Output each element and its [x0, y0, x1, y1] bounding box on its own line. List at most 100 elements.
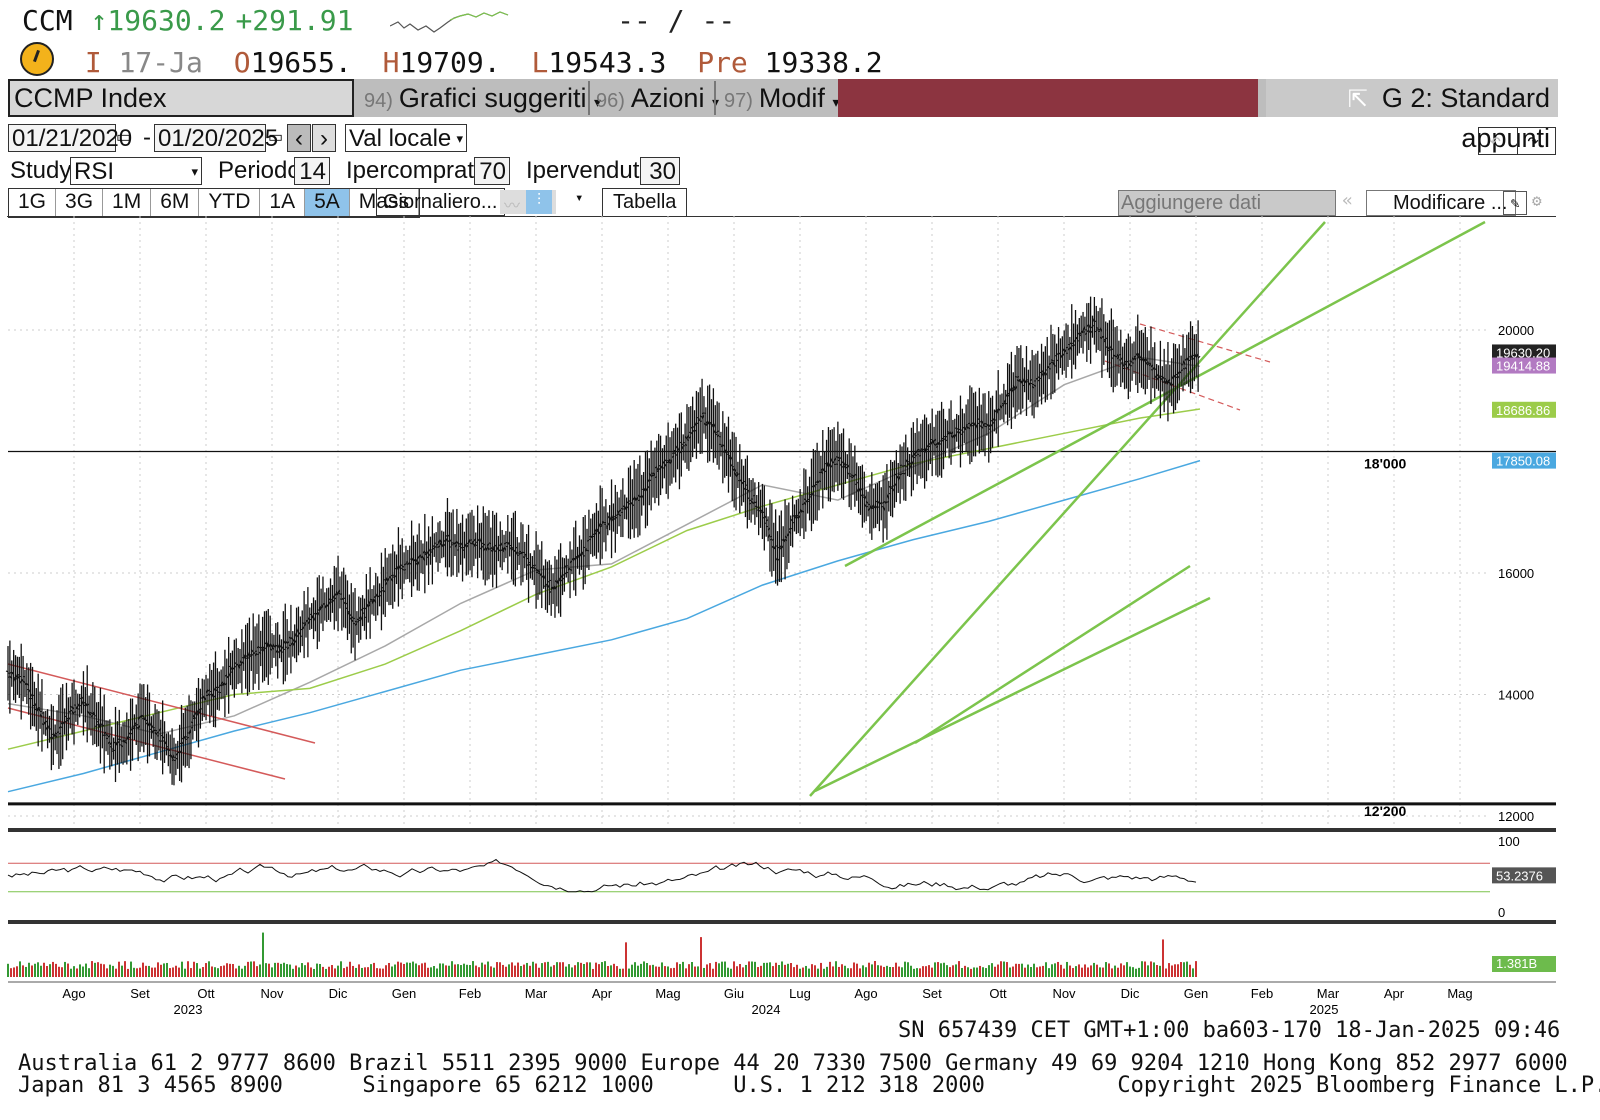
- currency-select[interactable]: Val locale ▾: [345, 124, 467, 152]
- price-bar-open: [860, 494, 863, 497]
- chevron-down-icon[interactable]: ▾: [575, 190, 584, 206]
- price-bar-open: [1050, 361, 1054, 364]
- edit-menu[interactable]: 97) Modif ▾: [724, 83, 840, 113]
- price-bar-open: [663, 462, 667, 468]
- price-bar-open: [628, 500, 631, 502]
- price-bar-open: [286, 640, 290, 645]
- ma-200-line: [7, 459, 1201, 793]
- line-chart-icon[interactable]: 〰: [504, 196, 521, 215]
- annotate-icon[interactable]: ✎: [1503, 191, 1527, 215]
- price-bar-open: [698, 418, 701, 420]
- price-bar-open: [79, 697, 82, 700]
- period-5a[interactable]: 5A: [305, 189, 350, 217]
- overbought-input[interactable]: 70: [474, 157, 510, 185]
- price-bar-open: [667, 458, 671, 463]
- price-bar-open: [1065, 346, 1069, 349]
- price-bar-open: [271, 643, 275, 649]
- price-tag-text: 19630.20: [1496, 345, 1550, 360]
- end-date-input[interactable]: 01/20/2025: [154, 124, 278, 152]
- price-bar-open: [616, 509, 620, 514]
- price-bar-open: [345, 607, 348, 610]
- bid-ask: -- / --: [617, 4, 736, 37]
- price-chart[interactable]: 18'000 12'200 20000 16000 14000 12000 19630.…: [0, 216, 1600, 1016]
- price-bar-open: [630, 502, 633, 505]
- period-6m[interactable]: 6M: [151, 189, 200, 217]
- study-select[interactable]: RSI ▾: [70, 157, 202, 185]
- price-bar-open: [463, 543, 467, 548]
- collapse-icon[interactable]: «: [1342, 190, 1353, 211]
- price-bar-open: [143, 718, 147, 721]
- price-bar-open: [567, 567, 571, 571]
- price-bar-open: [205, 689, 209, 694]
- price-bar-open: [116, 738, 120, 741]
- period-3g[interactable]: 3G: [56, 189, 104, 217]
- price-bar-open: [850, 474, 854, 477]
- overbought-label: Ipercomprato: [346, 157, 488, 184]
- price-bar-open: [652, 474, 656, 477]
- price-bar-open: [503, 542, 507, 545]
- price-bar-open: [516, 554, 520, 557]
- undo-icon[interactable]: ↶: [1489, 128, 1502, 152]
- price-bar-open: [903, 464, 907, 467]
- gauge-icon[interactable]: [20, 42, 54, 76]
- prev-range-button[interactable]: ‹: [287, 124, 311, 152]
- security-field[interactable]: CCMP Index: [8, 79, 354, 117]
- frequency-select[interactable]: Giornaliero...: [376, 188, 505, 216]
- start-date-input[interactable]: 01/21/2020: [8, 124, 132, 152]
- price-bar-open: [993, 409, 997, 413]
- price-bar-open: [748, 502, 752, 505]
- oversold-input[interactable]: 30: [640, 157, 680, 185]
- price-bar-open: [1003, 399, 1007, 404]
- price-bar-open: [1137, 354, 1141, 360]
- price-bar-open: [986, 424, 989, 426]
- export-icon[interactable]: ⇱: [1347, 86, 1368, 113]
- gear-icon[interactable]: ⚙: [1532, 191, 1542, 210]
- price-bar-open: [1103, 338, 1107, 341]
- price-bar-open: [945, 435, 948, 438]
- calendar-icon[interactable]: ▭: [268, 129, 284, 146]
- price-bar-open: [147, 723, 150, 726]
- calendar-icon[interactable]: ▭: [116, 129, 132, 146]
- channel-line: [814, 596, 1211, 793]
- price-bar-open: [279, 648, 282, 653]
- price-bar-open: [771, 545, 775, 549]
- price-bar-open: [207, 692, 211, 697]
- price-bar-open: [1099, 336, 1103, 340]
- price-bar-open: [65, 718, 69, 723]
- price-bar-open: [514, 550, 518, 556]
- x-month-label: Ott: [197, 986, 215, 1001]
- price-bar-open: [150, 729, 154, 734]
- divider: [588, 81, 590, 115]
- price-bar-open: [1148, 363, 1152, 367]
- bar-chart-icon[interactable]: ⫶: [526, 190, 552, 214]
- price-bar-open: [132, 725, 135, 728]
- suggested-charts-menu[interactable]: 94) Grafici suggeriti ▾: [364, 83, 602, 113]
- actions-menu[interactable]: 96)Azioni ▾: [596, 79, 719, 117]
- ticker[interactable]: CCM: [22, 4, 73, 37]
- edit-button[interactable]: Modificare ...: [1366, 190, 1517, 216]
- net-change: +291.91: [235, 4, 354, 37]
- period-1m[interactable]: 1M: [103, 189, 152, 217]
- price-bar-open: [1111, 357, 1114, 360]
- add-data-field[interactable]: Aggiungere dati: [1118, 190, 1336, 216]
- price-bar-open: [1154, 375, 1158, 379]
- table-button[interactable]: Tabella: [602, 188, 688, 216]
- layout-selector[interactable]: ⇱ G 2: Standard appunti: [1266, 79, 1558, 153]
- next-range-button[interactable]: ›: [312, 124, 336, 152]
- period-1g[interactable]: 1G: [9, 189, 57, 217]
- price-bar-open: [245, 657, 248, 660]
- period-mass[interactable]: Mass: [350, 189, 419, 217]
- price-bar-open: [839, 463, 843, 467]
- price-bar-open: [914, 449, 918, 455]
- period-input[interactable]: 14: [294, 157, 330, 185]
- price-bar-open: [895, 475, 899, 479]
- price-bar-open: [943, 437, 946, 441]
- x-month-label: Mag: [655, 986, 680, 1001]
- redo-icon[interactable]: ↷: [1527, 128, 1540, 152]
- price-bar-open: [1156, 376, 1159, 381]
- price-bar-open: [501, 546, 505, 551]
- price-bar-open: [982, 424, 986, 428]
- period-ytd[interactable]: YTD: [199, 189, 261, 217]
- period-1a[interactable]: 1A: [260, 189, 306, 217]
- price-bar-open: [139, 714, 143, 718]
